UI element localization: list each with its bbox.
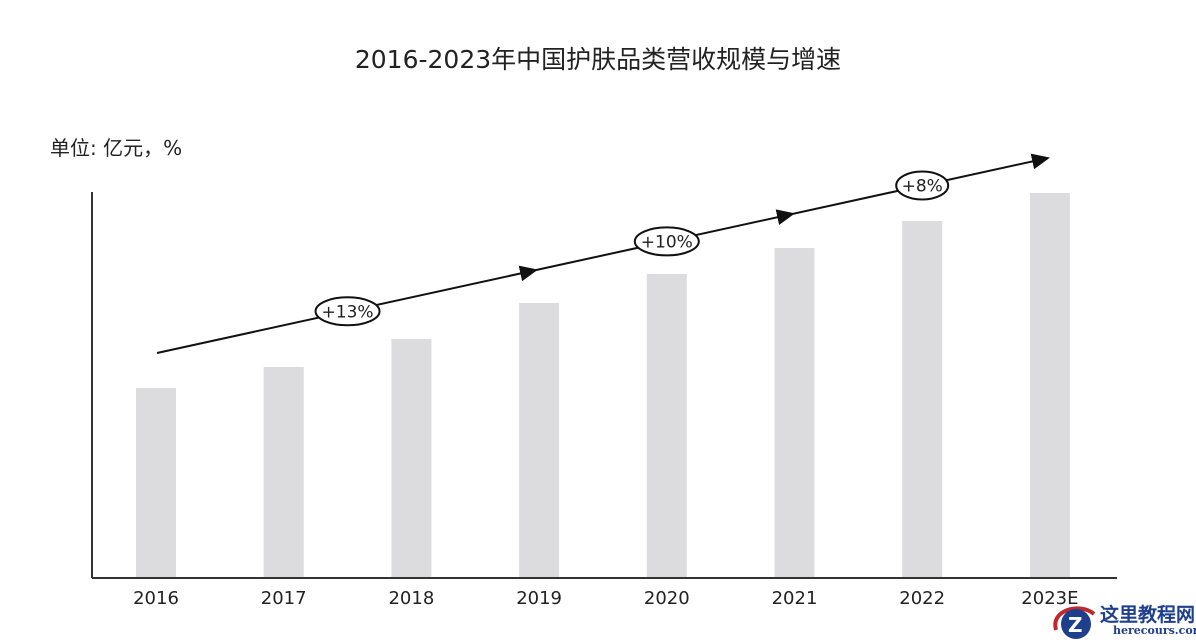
bar-2019 [519,303,560,578]
bar-2020 [646,274,687,578]
bar-2023E [1029,193,1070,578]
svg-text:Z: Z [1068,613,1083,637]
x-tick-label: 2023E [1021,588,1078,609]
bar-2017 [263,367,304,578]
growth-rate-bubble [633,226,700,257]
trend-arrowhead-icon [775,209,795,226]
bar-2021 [774,248,815,578]
x-tick-label: 2020 [644,588,690,609]
x-tick-label: 2022 [899,588,945,609]
unit-label: 单位: 亿元，% [50,136,183,160]
trend-arrowhead-icon [518,265,538,282]
growth-rate-label: +10% [641,232,693,252]
watermark-url: herecours.com [1113,624,1196,637]
growth-rate-bubble [895,170,950,201]
x-tick-label: 2017 [261,588,307,609]
growth-rate-label: +8% [902,177,943,197]
x-tick-label: 2018 [388,588,434,609]
bar-2022 [902,221,943,578]
x-tick-label: 2021 [772,588,818,609]
bar-2018 [391,339,432,578]
growth-rate-bubble [314,296,381,327]
x-tick-label: 2019 [516,588,562,609]
watermark-name: 这里教程网 [1100,604,1196,626]
bar-2016 [136,388,176,578]
growth-rate-label: +13% [322,302,374,322]
watermark-logo-icon: Z [1053,606,1096,639]
chart-title: 2016-2023年中国护肤品类营收规模与增速 [354,45,842,74]
x-tick-label: 2016 [133,588,179,609]
